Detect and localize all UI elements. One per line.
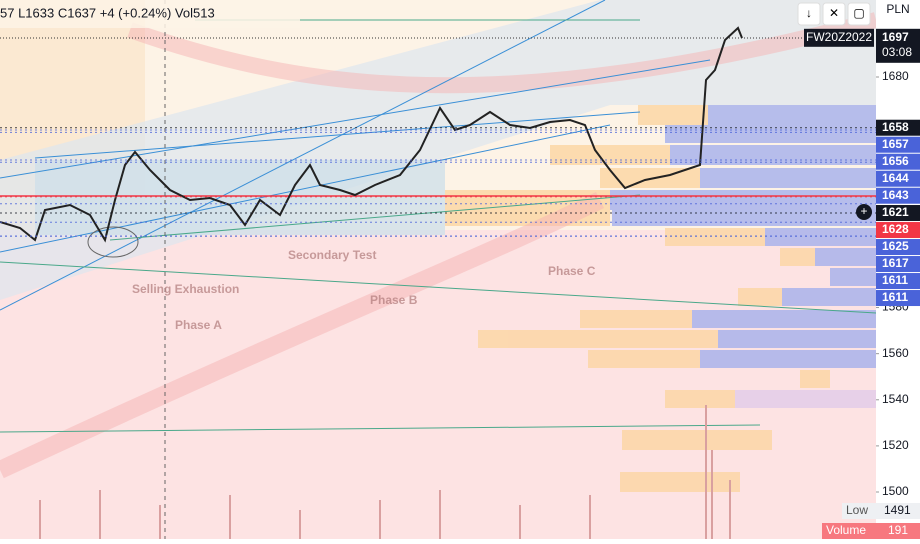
- price-marker: [876, 170, 920, 187]
- price-marker-label: 1625: [882, 239, 909, 253]
- symbol-badge: [804, 28, 874, 47]
- drawing: [0, 191, 605, 479]
- drawing: [87, 226, 139, 258]
- drawing: [127, 12, 879, 94]
- scroll-button[interactable]: [797, 2, 821, 26]
- icon: ↓: [806, 6, 812, 20]
- price-marker-label: 1658: [882, 120, 909, 134]
- fullscreen-button[interactable]: [847, 2, 871, 26]
- y-tick-label: 1680: [882, 69, 909, 83]
- price-marker: [876, 119, 920, 136]
- price-marker-label: 1617: [882, 256, 909, 270]
- y-tick-label: 1540: [882, 392, 909, 406]
- low-label: Low: [846, 503, 868, 517]
- y-tick-label: 1520: [882, 438, 909, 452]
- last-price-label: 1697: [882, 30, 909, 44]
- price-marker: [876, 187, 920, 204]
- volume-badge: [822, 523, 920, 539]
- annotation: Phase C: [548, 264, 596, 278]
- price-marker: [876, 239, 920, 256]
- currency[interactable]: PLN: [886, 2, 909, 16]
- price-marker: [876, 256, 920, 273]
- annotation: Phase B: [370, 293, 418, 307]
- legend-bg: [0, 0, 300, 28]
- toolbar: ↓ ✕ ▢ PLN: [797, 2, 910, 26]
- collapse-button[interactable]: [822, 2, 846, 26]
- icon: ▢: [853, 6, 864, 20]
- price-marker-label: 1611: [882, 273, 908, 287]
- price-marker-label: 1643: [882, 188, 909, 202]
- volume-profile: [445, 105, 876, 492]
- price-marker: [876, 290, 920, 307]
- annotation: Selling Exhaustion: [132, 282, 239, 296]
- ohlc-legend: 57 L1633 C1637 +4 (+0.24%) Vol513: [0, 5, 215, 20]
- icon: +: [860, 204, 867, 218]
- volume-value: 191: [888, 523, 908, 537]
- price-marker: [876, 273, 920, 290]
- price-marker: [876, 153, 920, 170]
- price-marker-label: 1611: [882, 290, 908, 304]
- y-tick-label: 1560: [882, 346, 909, 360]
- price-marker-label: 1644: [882, 171, 909, 185]
- y-tick-label: 1500: [882, 484, 909, 498]
- price-marker-label: 1657: [882, 137, 909, 151]
- price-marker: [876, 205, 920, 222]
- low-badge: [842, 503, 920, 519]
- last-price-badge: [876, 28, 920, 63]
- add-button[interactable]: [856, 204, 872, 220]
- low-value: 1491: [884, 503, 911, 517]
- price-marker-label: 1628: [882, 222, 909, 236]
- price-marker-label: 1621: [882, 205, 909, 219]
- annotation: Secondary Test: [288, 248, 376, 262]
- symbol-label: FW20Z2022: [806, 30, 872, 44]
- price-marker-label: 1656: [882, 154, 909, 168]
- price-marker: [876, 222, 920, 239]
- trend-lines: [0, 0, 711, 311]
- annotation: Phase A: [175, 318, 222, 332]
- icon: ✕: [829, 6, 839, 20]
- volume-bars: [39, 405, 731, 539]
- price-series: [0, 26, 743, 243]
- volume-label: Volume: [826, 523, 866, 537]
- countdown: 03:08: [882, 45, 912, 59]
- range-box: [35, 160, 445, 235]
- price-marker: [876, 136, 920, 153]
